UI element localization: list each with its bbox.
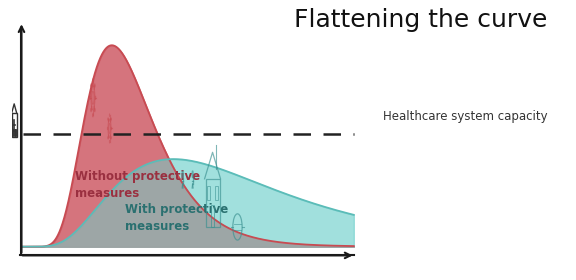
Bar (12, 129, 13, 136)
Text: With protective
measures: With protective measures (124, 203, 228, 233)
Bar (207, 186, 210, 200)
Text: Without protective
measures: Without protective measures (75, 170, 200, 200)
Bar (206, 179, 219, 227)
Text: Healthcare system capacity: Healthcare system capacity (382, 110, 547, 123)
Bar (15, 129, 16, 136)
Bar (215, 186, 218, 200)
Bar (211, 205, 214, 227)
Text: Flattening the curve: Flattening the curve (294, 8, 547, 32)
Bar (12, 113, 17, 137)
